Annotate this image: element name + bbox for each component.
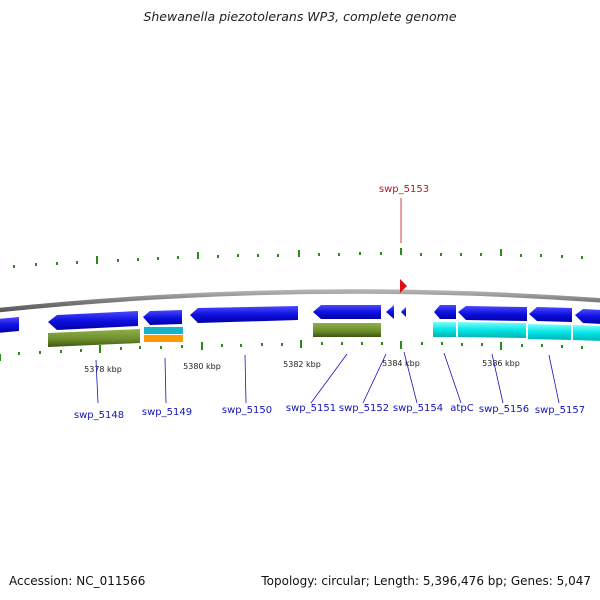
- scale-label: 5378 kbp: [84, 365, 122, 374]
- cds-left-edge[interactable]: [0, 317, 19, 333]
- scale-labels: 5378 kbp 5380 kbp 5382 kbp 5384 kbp 5386…: [84, 359, 520, 374]
- scale-label: 5380 kbp: [183, 362, 221, 371]
- cds-swp-5156[interactable]: [458, 306, 527, 321]
- label-leaders: [95, 351, 560, 404]
- scale-label: 5384 kbp: [382, 359, 420, 368]
- cds-swp-5157[interactable]: [529, 307, 572, 322]
- scale-label: 5382 kbp: [283, 360, 321, 369]
- cds-swp-5149[interactable]: [143, 310, 182, 325]
- cds-cyan-2[interactable]: [458, 322, 526, 338]
- cds-swp-5150[interactable]: [190, 306, 298, 323]
- scale-tick-row: [0, 340, 583, 361]
- gene-label-swp-5148[interactable]: swp_5148: [74, 410, 124, 421]
- cog-swp-5149-teal[interactable]: [144, 327, 183, 334]
- gene-label-swp-5156[interactable]: swp_5156: [479, 404, 529, 415]
- cog-swp-5151[interactable]: [313, 323, 381, 337]
- gene-label-swp-5157[interactable]: swp_5157: [535, 405, 585, 416]
- selected-gene-marker[interactable]: [400, 279, 407, 293]
- cds-swp-5152[interactable]: [386, 305, 394, 319]
- genome-summary-text: Topology: circular; Length: 5,396,476 bp…: [261, 574, 591, 588]
- gene-label-atpC[interactable]: atpC: [450, 403, 473, 414]
- cog-track: [48, 323, 381, 347]
- genome-backbone: [0, 289, 600, 313]
- cds-track: [0, 305, 600, 341]
- map-title: Shewanella piezotolerans WP3, complete g…: [143, 9, 457, 24]
- gene-label-swp-5149[interactable]: swp_5149: [142, 407, 192, 418]
- gene-label-swp-5152[interactable]: swp_5152: [339, 403, 389, 414]
- cds-right-edge[interactable]: [575, 309, 600, 324]
- cds-swp-5148[interactable]: [48, 311, 138, 330]
- gene-label-swp-5151[interactable]: swp_5151: [286, 403, 336, 414]
- outer-tick-row: [13, 248, 583, 268]
- accession-text: Accession: NC_011566: [9, 574, 146, 588]
- cog-swp-5149-orange[interactable]: [144, 335, 183, 342]
- cds-swp-5154[interactable]: [401, 307, 406, 317]
- cds-swp-5151[interactable]: [313, 305, 381, 319]
- cds-cyan-4[interactable]: [573, 325, 600, 341]
- gene-label-swp-5154[interactable]: swp_5154: [393, 403, 443, 414]
- scale-label: 5386 kbp: [482, 359, 520, 368]
- cds-cyan-3[interactable]: [528, 324, 571, 340]
- cds-cyan-1[interactable]: [433, 322, 456, 337]
- gene-labels: swp_5148 swp_5149 swp_5150 swp_5151 swp_…: [74, 403, 585, 421]
- cog-swp-5148[interactable]: [48, 329, 140, 347]
- cds-atpC[interactable]: [434, 305, 456, 319]
- gene-label-swp-5150[interactable]: swp_5150: [222, 405, 272, 416]
- selected-gene-label[interactable]: swp_5153: [379, 184, 429, 195]
